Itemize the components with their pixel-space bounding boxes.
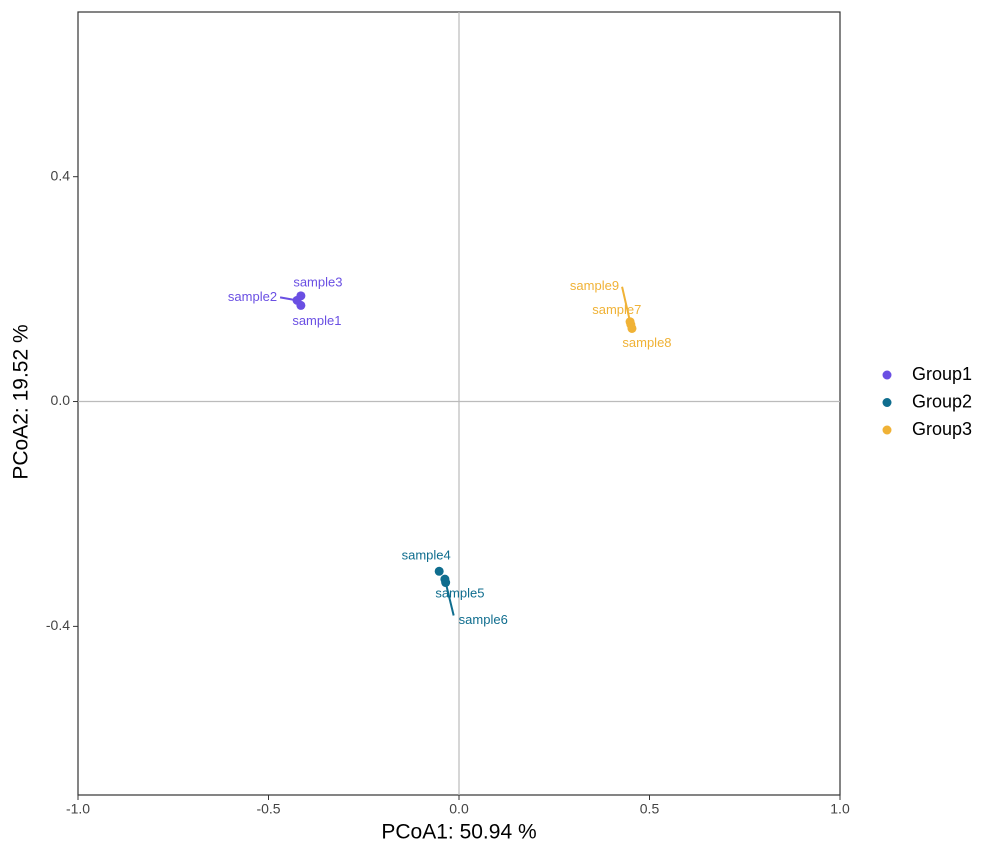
point-label: sample9 (570, 278, 619, 293)
point-label: sample2 (228, 289, 277, 304)
y-tick-label: 0.4 (51, 167, 71, 183)
legend-label: Group3 (912, 419, 972, 439)
point-label: sample1 (292, 313, 341, 328)
point (296, 291, 306, 301)
point-label: sample7 (592, 302, 641, 317)
label-connector (444, 582, 455, 616)
x-tick-label: 0.0 (449, 801, 469, 817)
point-label: sample4 (402, 548, 451, 563)
point (627, 323, 637, 333)
legend-marker (882, 370, 892, 380)
point-label: sample6 (459, 612, 508, 627)
x-tick-label: 0.5 (640, 801, 660, 817)
legend-label: Group1 (912, 364, 972, 384)
legend-marker (882, 425, 892, 435)
point-label: sample8 (622, 335, 671, 350)
x-tick-label: 1.0 (830, 801, 850, 817)
legend-label: Group2 (912, 391, 972, 411)
x-tick-label: -1.0 (66, 801, 90, 817)
y-axis-label: PCoA2: 19.52 % (10, 324, 33, 479)
point-label: sample3 (293, 274, 342, 289)
label-connector (621, 286, 632, 322)
x-tick-label: -0.5 (256, 801, 280, 817)
point (434, 566, 444, 576)
x-axis-label: PCoA1: 50.94 % (381, 821, 536, 844)
y-tick-label: 0.0 (51, 392, 71, 408)
point (441, 578, 451, 588)
legend-marker (882, 398, 892, 407)
y-tick-label: -0.4 (46, 617, 70, 633)
point (625, 317, 635, 327)
point-label: sample5 (435, 586, 484, 601)
